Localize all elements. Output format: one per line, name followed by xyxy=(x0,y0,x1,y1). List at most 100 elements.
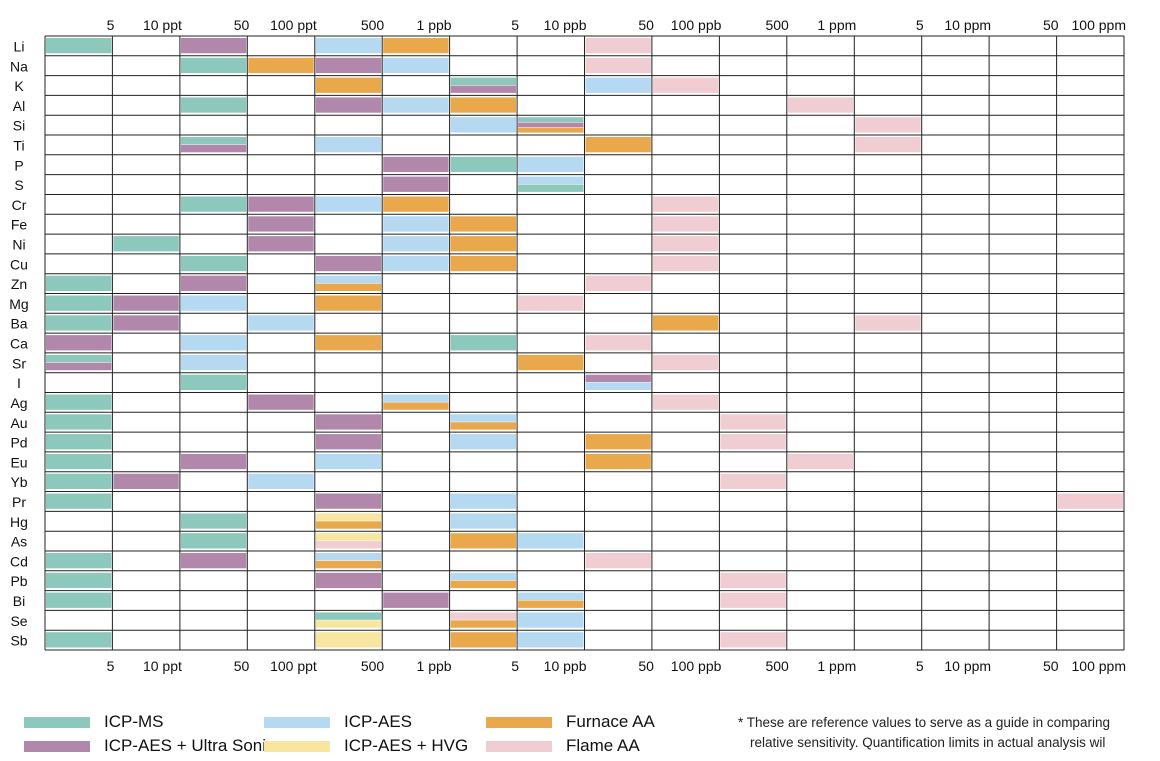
bar-p-us xyxy=(383,156,449,173)
bar-k-faa xyxy=(315,77,382,93)
top-axis-tick-label: 1 ppm xyxy=(817,17,856,33)
bar-na-aes xyxy=(383,57,449,74)
bar-na-ms xyxy=(180,57,247,74)
bar-ti-faa xyxy=(585,137,651,153)
bar-al-flame xyxy=(787,97,854,113)
bar-i-us xyxy=(585,374,651,383)
bar-k-us xyxy=(450,85,516,93)
bar-se-flame xyxy=(450,612,516,620)
bar-pd-ms xyxy=(46,434,112,450)
bar-cr-us xyxy=(248,196,314,212)
bar-al-faa xyxy=(450,97,516,113)
legend-label-flame-aa: Flame AA xyxy=(566,736,640,755)
bar-cd-ms xyxy=(46,553,112,569)
bottom-axis-tick-label: 1 ppb xyxy=(417,658,452,674)
bar-li-aes xyxy=(315,38,382,54)
bar-si-aes xyxy=(450,117,516,133)
top-axis-tick-label: 10 ppb xyxy=(544,17,587,33)
bar-sb-hvg xyxy=(315,632,382,648)
bar-ti-us xyxy=(180,144,247,153)
bar-sb-aes xyxy=(518,632,584,648)
bar-bi-aes xyxy=(518,592,584,600)
bottom-axis-tick-label: 10 ppt xyxy=(143,658,182,674)
bar-sr-us xyxy=(46,362,112,371)
element-label-pd: Pd xyxy=(10,435,27,451)
bar-hg-ms xyxy=(180,513,247,529)
bar-pd-us xyxy=(315,434,382,450)
element-label-sb: Sb xyxy=(10,633,27,649)
bar-ba-us xyxy=(113,315,179,331)
bottom-axis-tick-label: 10 ppm xyxy=(944,658,991,674)
bar-pr-flame xyxy=(1057,493,1123,509)
top-axis-tick-label: 5 xyxy=(511,17,519,33)
bar-hg-faa xyxy=(315,521,382,529)
element-label-se: Se xyxy=(10,613,27,629)
bar-sr-faa xyxy=(518,354,584,371)
bar-ca-ms xyxy=(450,335,516,351)
bar-mg-faa xyxy=(315,295,382,311)
bar-pb-flame xyxy=(720,572,786,589)
bar-ti-aes xyxy=(315,137,382,153)
legend-swatch-furnace-aa xyxy=(486,716,552,728)
top-axis-tick-label: 500 xyxy=(361,17,385,33)
bar-mg-ms xyxy=(46,295,112,311)
bar-al-us xyxy=(315,97,382,113)
element-label-k: K xyxy=(14,78,24,94)
bottom-axis-tick-label: 5 xyxy=(916,658,924,674)
top-axis-tick-label: 100 ppm xyxy=(1072,17,1126,33)
bar-i-ms xyxy=(180,374,247,390)
bar-k-flame xyxy=(652,77,719,93)
bar-ba-faa xyxy=(652,315,719,331)
element-label-fe: Fe xyxy=(11,217,28,233)
bar-sr-aes xyxy=(180,354,247,371)
bar-fe-flame xyxy=(652,216,719,232)
element-label-yb: Yb xyxy=(10,474,27,490)
bar-fe-us xyxy=(248,216,314,232)
bottom-axis-tick-label: 5 xyxy=(107,658,115,674)
legend-swatch-icp-aes xyxy=(264,716,330,728)
bar-fe-faa xyxy=(450,216,516,232)
bar-pd-flame xyxy=(720,434,786,450)
bar-se-hvg xyxy=(315,620,382,628)
bottom-axis-tick-label: 500 xyxy=(361,658,385,674)
top-axis-tick-label: 5 xyxy=(107,17,115,33)
bar-ni-faa xyxy=(450,236,516,252)
bar-bi-us xyxy=(383,592,449,608)
bar-cr-ms xyxy=(180,196,247,212)
bar-p-ms xyxy=(450,156,516,173)
top-axis-tick-label: 50 xyxy=(234,17,250,33)
top-axis-tick-label: 5 xyxy=(916,17,924,33)
bar-al-aes xyxy=(383,97,449,113)
bottom-axis-tick-label: 5 xyxy=(511,658,519,674)
legend-label-icp-aes-ultrasonic: ICP-AES + Ultra Sonic xyxy=(104,736,275,755)
element-label-pb: Pb xyxy=(10,573,27,589)
bar-cu-flame xyxy=(652,255,719,272)
element-label-mg: Mg xyxy=(9,296,28,312)
legend-swatch-icp-ms xyxy=(24,716,90,728)
bar-cu-aes xyxy=(383,255,449,272)
bar-si-faa xyxy=(518,127,584,133)
top-axis-tick-label: 10 ppt xyxy=(143,17,182,33)
bar-na-us xyxy=(315,57,382,74)
bar-cr-flame xyxy=(652,196,719,212)
legend-label-furnace-aa: Furnace AA xyxy=(566,712,655,731)
bar-sb-ms xyxy=(46,632,112,648)
bar-sb-faa xyxy=(450,632,516,648)
element-label-ba: Ba xyxy=(10,316,27,332)
bar-bi-faa xyxy=(518,600,584,608)
bar-cd-faa xyxy=(315,560,382,569)
bar-ag-us xyxy=(248,394,314,410)
bar-ni-ms xyxy=(113,236,179,252)
bar-cd-flame xyxy=(585,553,651,569)
bar-au-aes xyxy=(450,414,516,422)
bar-ni-flame xyxy=(652,236,719,252)
bar-ag-flame xyxy=(652,394,719,410)
bar-ti-flame xyxy=(855,137,921,153)
legend-item-icp-aes-hvg: ICP-AES + HVG xyxy=(264,736,468,756)
bar-hg-aes xyxy=(450,513,516,529)
bar-k-aes xyxy=(585,77,651,93)
element-label-pr: Pr xyxy=(12,494,26,510)
bar-ag-faa xyxy=(383,402,449,410)
bar-i-aes xyxy=(585,382,651,390)
element-label-li: Li xyxy=(14,38,25,54)
